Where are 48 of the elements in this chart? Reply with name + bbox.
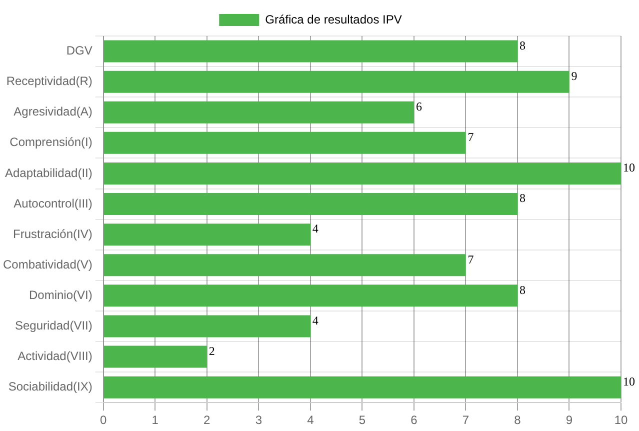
x-tick-label: 9 <box>566 413 573 428</box>
y-tick-label: Adaptabilidad(II) <box>4 166 92 180</box>
y-tick-label: Actividad(VIII) <box>18 349 92 364</box>
x-tick-label: 10 <box>614 413 628 428</box>
y-tick-label: Comprensión(I) <box>10 135 92 150</box>
bar <box>104 101 414 124</box>
x-tick-label: 8 <box>514 413 522 428</box>
y-tick-label: DGV <box>66 44 92 58</box>
y-tick-label: Dominio(VI) <box>29 288 92 302</box>
bar <box>104 40 518 62</box>
bar <box>104 315 310 338</box>
bar <box>104 376 621 398</box>
y-tick-label: Seguridad(VII) <box>14 318 92 333</box>
data-label: 6 <box>416 100 422 114</box>
x-tick-label: 3 <box>255 413 262 428</box>
data-label: 4 <box>312 222 318 236</box>
data-label: 8 <box>519 282 526 297</box>
y-tick-label: Autocontrol(III) <box>14 196 92 210</box>
x-tick-label: 1 <box>152 413 159 428</box>
bar <box>104 224 310 246</box>
data-label: 2 <box>208 344 215 358</box>
data-label: 7 <box>468 252 474 266</box>
bar <box>104 254 466 276</box>
data-label: 10 <box>623 160 635 175</box>
legend-label: Gráfica de resultados IPV <box>265 12 402 26</box>
bar <box>104 132 466 154</box>
data-label: 8 <box>519 191 526 206</box>
bar <box>104 284 518 307</box>
data-label: 9 <box>571 68 578 83</box>
data-label: 8 <box>519 38 526 52</box>
y-tick-label: Frustración(IV) <box>13 226 92 241</box>
x-tick-label: 5 <box>358 413 366 428</box>
bar <box>104 346 207 368</box>
bar <box>104 70 570 93</box>
x-tick-label: 4 <box>307 413 314 428</box>
data-label: 7 <box>468 130 474 144</box>
y-tick-label: Combatividad(V) <box>2 257 92 272</box>
x-tick-label: 7 <box>462 413 470 428</box>
y-tick-label: Receptividad(R) <box>6 74 92 88</box>
bar <box>104 162 621 184</box>
data-label: 4 <box>312 313 318 328</box>
bar <box>104 193 518 216</box>
y-tick-label: Sociabilidad(IX) <box>8 380 92 394</box>
x-tick-label: 0 <box>100 413 108 428</box>
y-tick-label: Agresividad(A) <box>14 104 92 119</box>
data-label: 10 <box>623 374 635 388</box>
x-tick-label: 6 <box>410 413 418 428</box>
x-tick-label: 2 <box>204 413 211 428</box>
